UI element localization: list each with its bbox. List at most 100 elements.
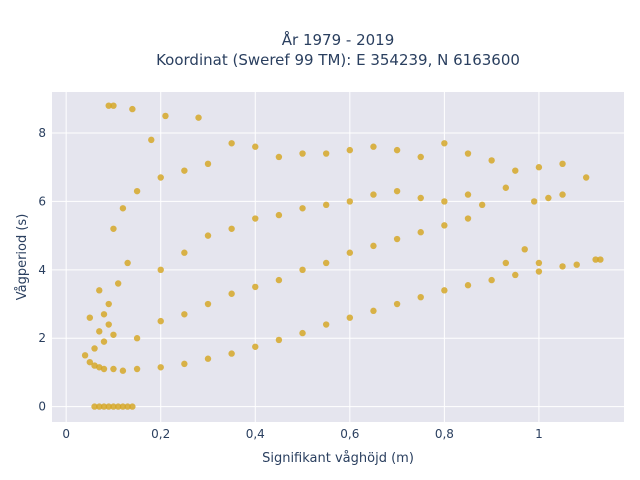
data-point: [81, 352, 89, 359]
data-point: [545, 194, 552, 202]
data-point: [393, 235, 401, 243]
data-point: [162, 112, 169, 120]
data-point: [275, 153, 283, 161]
data-point: [228, 350, 235, 357]
data-point: [417, 293, 424, 301]
data-point: [535, 259, 543, 267]
data-point: [204, 160, 212, 168]
data-point: [119, 205, 127, 212]
data-point: [502, 259, 510, 267]
data-point: [129, 105, 136, 113]
x-tick-label: 0: [62, 427, 70, 441]
data-point: [346, 249, 354, 256]
data-point: [417, 194, 424, 202]
data-point: [559, 191, 566, 198]
data-point: [96, 287, 103, 294]
data-point: [181, 311, 188, 318]
chart-title-line-2: Koordinat (Sweref 99 TM): E 354239, N 61…: [156, 51, 520, 69]
data-point: [96, 403, 103, 410]
data-point: [393, 146, 401, 154]
data-point: [228, 140, 235, 147]
data-point: [393, 187, 401, 195]
y-tick-label: 4: [38, 263, 46, 277]
data-point: [346, 146, 354, 154]
data-point: [91, 403, 98, 410]
data-point: [110, 365, 117, 373]
data-point: [157, 364, 164, 371]
data-point: [275, 211, 283, 219]
data-point: [488, 276, 495, 284]
x-axis-title: Signifikant våghöjd (m): [262, 451, 414, 466]
points-layer: [81, 102, 604, 410]
data-point: [322, 150, 330, 157]
data-point: [252, 215, 259, 222]
data-point: [559, 160, 566, 168]
data-point: [129, 403, 136, 410]
data-point: [181, 167, 188, 174]
data-point: [119, 403, 127, 410]
data-point: [157, 317, 164, 325]
data-point: [204, 232, 212, 239]
data-point: [441, 222, 448, 229]
x-tick-label: 0,8: [435, 427, 454, 441]
data-point: [535, 164, 543, 171]
data-point: [535, 268, 543, 275]
data-point: [181, 360, 188, 368]
data-point: [252, 343, 259, 350]
y-axis-title: Vågperiod (s): [15, 214, 30, 301]
data-point: [110, 403, 117, 410]
data-point: [275, 276, 283, 284]
data-point: [370, 242, 377, 250]
data-point: [512, 271, 519, 279]
data-point: [105, 102, 112, 109]
data-point: [100, 338, 108, 345]
data-point: [181, 249, 188, 256]
data-point: [86, 358, 94, 366]
data-point: [110, 225, 117, 232]
data-point: [148, 136, 155, 144]
data-point: [299, 205, 306, 212]
x-tick-label: 0,4: [246, 427, 265, 441]
data-point: [110, 102, 117, 109]
data-point: [370, 143, 377, 150]
data-point: [96, 328, 103, 335]
data-point: [133, 187, 141, 195]
data-point: [441, 287, 448, 294]
data-point: [559, 263, 566, 270]
data-point: [100, 365, 108, 373]
data-point: [530, 198, 538, 205]
data-point: [299, 266, 306, 274]
data-point: [228, 290, 235, 297]
y-tick-label: 8: [38, 126, 46, 140]
data-point: [114, 280, 122, 287]
data-point: [91, 345, 98, 352]
data-point: [110, 331, 117, 338]
data-point: [488, 157, 495, 164]
data-point: [370, 307, 377, 315]
data-point: [228, 225, 235, 232]
data-point: [464, 215, 472, 222]
data-point: [252, 283, 259, 291]
data-point: [512, 167, 519, 174]
data-point: [441, 198, 448, 205]
chart-title-line-1: År 1979 - 2019: [282, 30, 395, 49]
data-point: [100, 403, 108, 410]
data-point: [124, 259, 131, 267]
data-point: [119, 367, 127, 374]
data-point: [592, 256, 599, 263]
data-point: [299, 150, 306, 157]
data-point: [417, 229, 424, 236]
data-point: [105, 321, 112, 328]
data-point: [417, 153, 424, 161]
x-tick-label: 0,6: [340, 427, 359, 441]
data-point: [105, 300, 112, 308]
data-point: [204, 300, 212, 308]
data-point: [502, 184, 510, 191]
data-point: [275, 336, 283, 344]
data-point: [464, 282, 472, 289]
data-point: [521, 246, 528, 253]
y-tick-label: 6: [38, 194, 46, 208]
data-point: [105, 403, 112, 410]
